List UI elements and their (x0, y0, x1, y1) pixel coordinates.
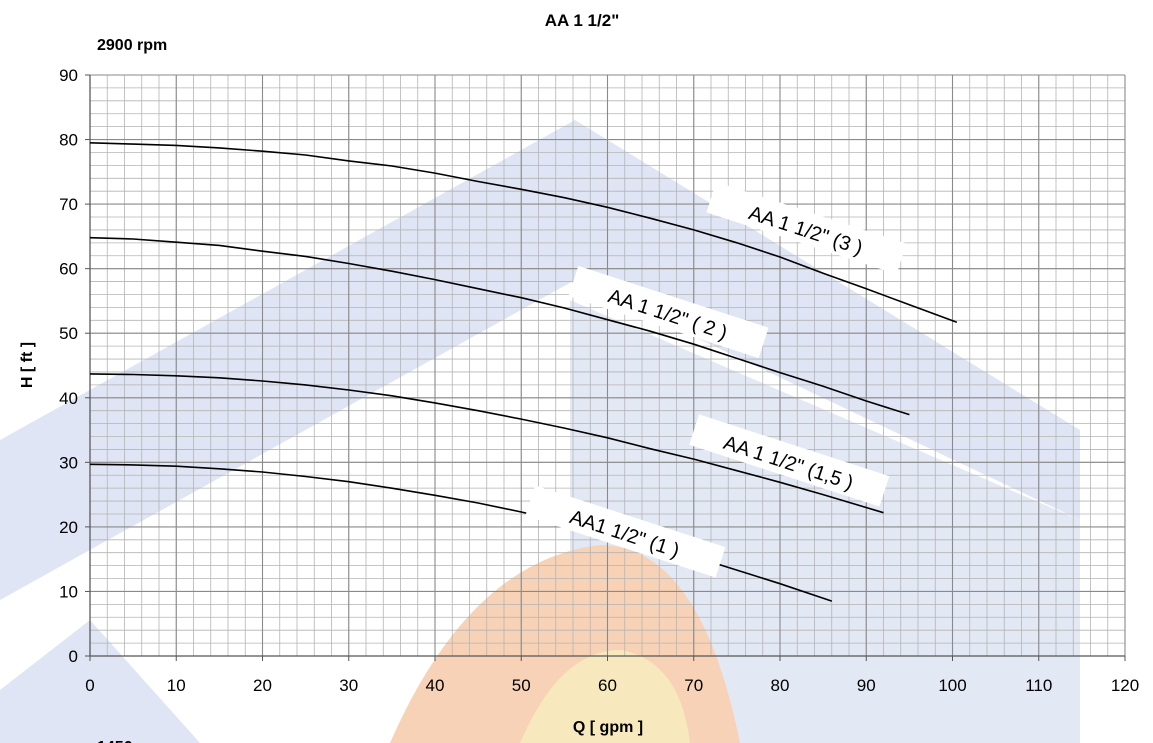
pump-curve-3 (89, 373, 884, 514)
x-axis-title: Q [ gpm ] (573, 719, 643, 736)
pump-curve-1 (89, 142, 958, 323)
y-tick-label: 20 (59, 518, 78, 537)
chart-title: AA 1 1/2" (545, 11, 620, 30)
x-tick-label: 20 (253, 676, 272, 695)
curve-label-background (525, 485, 726, 578)
y-tick-label: 90 (59, 66, 78, 85)
grid (89, 74, 1126, 657)
x-tick-label: 110 (1025, 676, 1052, 695)
y-axis-title: H [ ft ] (19, 342, 36, 388)
curves (89, 142, 958, 602)
x-tick-label: 100 (938, 676, 966, 695)
curve-label-background (568, 265, 769, 359)
watermark-blue-shape-left (0, 120, 1080, 600)
y-tick-label: 40 (59, 389, 78, 408)
rpm-label: 2900 rpm (97, 37, 167, 54)
axes: 0 10 20 30 40 50 60 70 80 90 100 110 120 0 10 20 30 40 50 6… (59, 66, 1139, 695)
x-tick-label: 120 (1111, 676, 1139, 695)
x-tick-label: 70 (684, 676, 703, 695)
x-tick-label: 90 (857, 676, 876, 695)
x-tick-label: 50 (512, 676, 531, 695)
y-tick-label: 30 (59, 453, 78, 472)
y-tick-label: 80 (59, 131, 78, 150)
curve-label-background (689, 414, 890, 507)
x-tick-label: 0 (85, 676, 94, 695)
y-tick-label: 0 (69, 647, 78, 666)
y-tick-label: 10 (59, 582, 78, 601)
watermark-blue-shape-bottom-left (0, 620, 200, 743)
pump-curve-2 (89, 236, 910, 416)
x-tick-label: 40 (426, 676, 445, 695)
x-tick-label: 60 (598, 676, 617, 695)
curve-label-background (706, 181, 907, 275)
y-tick-label: 70 (59, 195, 78, 214)
y-tick-label: 60 (59, 260, 78, 279)
x-tick-label: 30 (339, 676, 358, 695)
y-tick-label: 50 (59, 324, 78, 343)
x-tick-label: 10 (167, 676, 186, 695)
footer-rpm-label: 1450 (97, 739, 133, 743)
watermark-yellow-shape (520, 650, 690, 743)
x-tick-label: 80 (771, 676, 790, 695)
